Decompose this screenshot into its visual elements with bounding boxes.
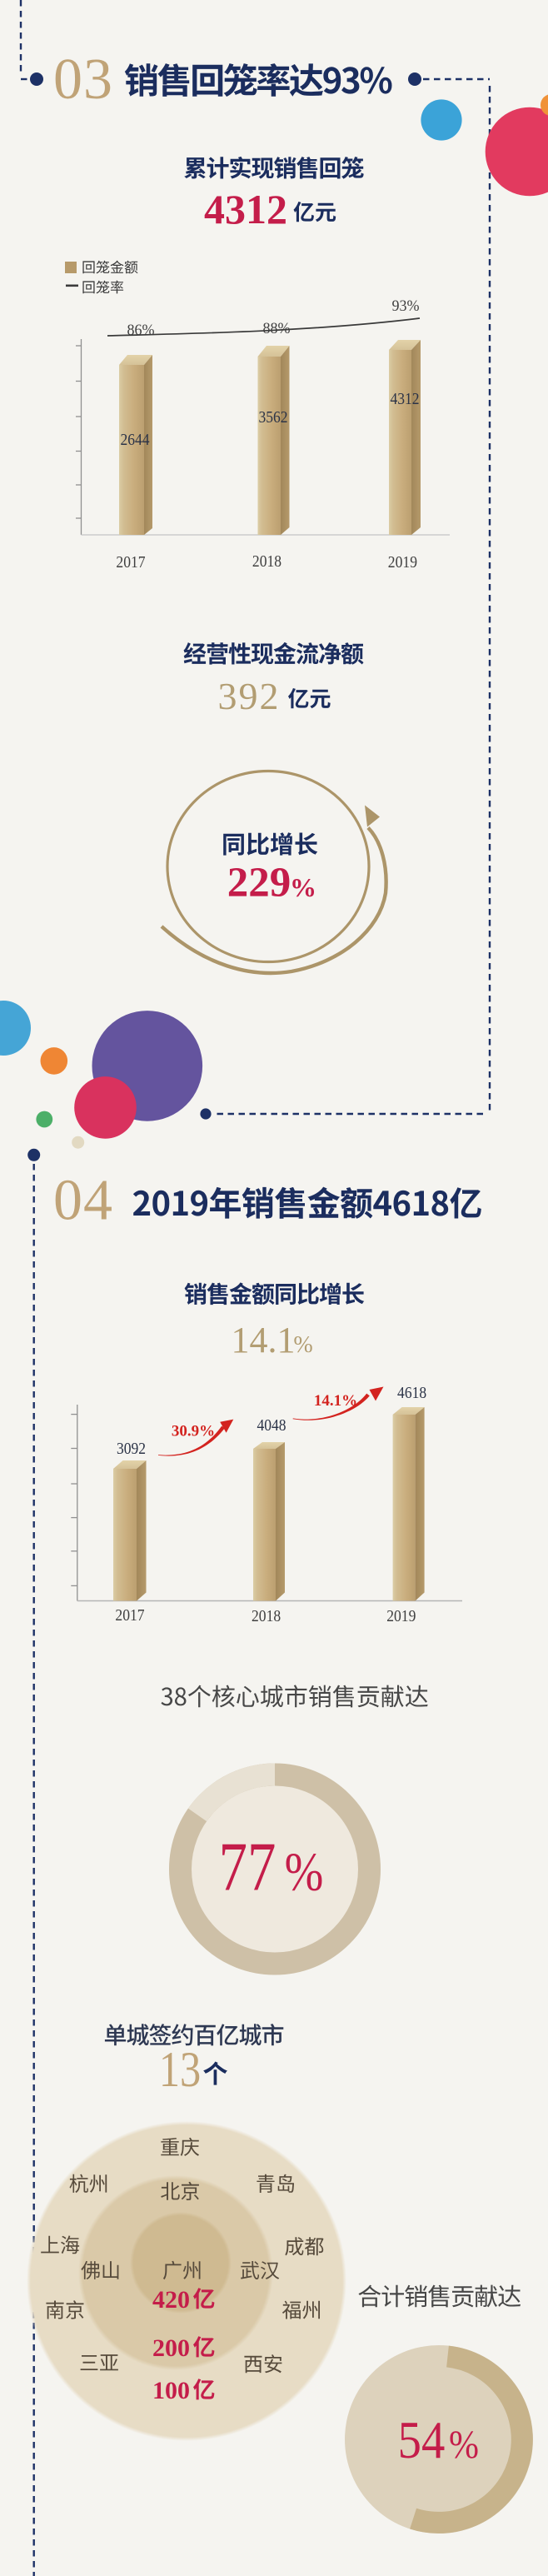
svg-text:2018: 2018 — [252, 552, 281, 571]
svg-text:229: 229 — [227, 860, 291, 906]
svg-text:03: 03 — [53, 47, 113, 112]
svg-text:3562: 3562 — [258, 408, 287, 427]
svg-text:93%: 93% — [391, 297, 419, 316]
svg-text:77: 77 — [219, 1828, 276, 1905]
svg-text:%: % — [293, 1332, 312, 1358]
svg-text:2017: 2017 — [116, 553, 145, 572]
svg-text:86%: 86% — [127, 322, 154, 340]
svg-text:100: 100 — [152, 2377, 190, 2404]
svg-text:392: 392 — [218, 675, 281, 717]
svg-text:04: 04 — [53, 1169, 113, 1233]
svg-text:4618: 4618 — [397, 1384, 426, 1402]
svg-text:4048: 4048 — [257, 1416, 286, 1435]
svg-text:200: 200 — [152, 2334, 190, 2362]
svg-text:420: 420 — [152, 2286, 190, 2314]
svg-text:13: 13 — [159, 2042, 201, 2097]
svg-text:54: 54 — [398, 2411, 446, 2469]
svg-text:30.9%: 30.9% — [172, 1423, 215, 1440]
svg-text:%: % — [290, 872, 316, 902]
svg-text:%: % — [449, 2422, 479, 2467]
svg-text:4312: 4312 — [390, 390, 419, 408]
svg-text:3092: 3092 — [117, 1440, 146, 1458]
svg-text:14.1: 14.1 — [232, 1320, 296, 1360]
svg-text:14.1%: 14.1% — [314, 1392, 357, 1410]
svg-text:%: % — [285, 1841, 324, 1902]
svg-text:2019: 2019 — [388, 553, 417, 572]
svg-text:2644: 2644 — [120, 431, 149, 449]
svg-text:2018: 2018 — [252, 1607, 281, 1625]
svg-text:88%: 88% — [262, 320, 290, 338]
svg-text:2019: 2019 — [386, 1607, 416, 1625]
svg-text:2017: 2017 — [115, 1606, 144, 1625]
svg-text:4312: 4312 — [204, 186, 287, 232]
